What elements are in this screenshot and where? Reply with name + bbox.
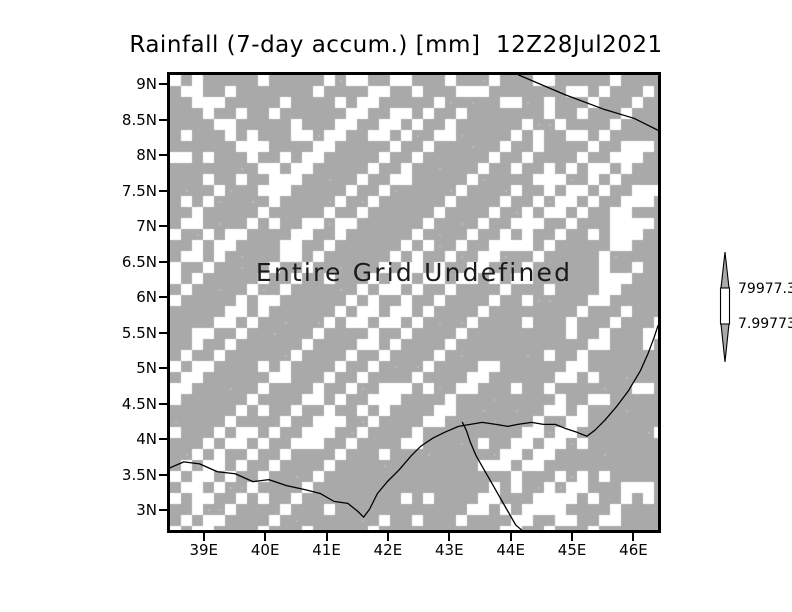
y-tick-label: 8N [136,146,157,165]
x-tick-mark [509,533,512,541]
x-tick-label: 43E [434,541,464,559]
y-tick-label: 7.5N [121,181,157,200]
y-tick-mark [159,154,167,157]
y-tick-mark [159,331,167,334]
x-tick-label: 44E [496,541,525,559]
y-tick-label: 9N [136,75,157,94]
y-tick-mark [159,296,167,299]
x-tick-mark [448,533,451,541]
x-tick-mark [571,533,574,541]
y-tick-label: 7N [136,217,157,236]
x-axis: 39E 40E 41E 42E 43E 44E 45E 46E [0,541,792,563]
x-tick-label: 41E [312,541,341,559]
y-tick-mark [159,260,167,263]
colorbar-middle-band [719,287,731,325]
x-tick-mark [386,533,389,541]
x-tick-mark [325,533,328,541]
y-tick-mark [159,438,167,441]
x-tick-label: 46E [619,541,648,559]
y-tick-mark [159,225,167,228]
map-plot-area[interactable] [167,72,661,533]
colorbar-graphic [719,251,731,363]
y-tick-label: 8.5N [121,110,157,129]
x-tick-label: 42E [373,541,403,559]
y-tick-mark [159,473,167,476]
y-tick-mark [159,189,167,192]
y-tick-mark [159,83,167,86]
y-tick-mark [159,402,167,405]
x-tick-mark [632,533,635,541]
y-tick-label: 4N [136,430,157,449]
y-tick-label: 5N [136,359,157,378]
y-tick-mark [159,118,167,121]
colorbar-low-label: 7.99773 [738,316,792,332]
y-tick-mark [159,509,167,512]
y-tick-label: 6.5N [121,252,157,271]
rainfall-colorbar[interactable] [708,250,748,370]
y-tick-label: 4.5N [121,394,157,413]
x-tick-mark [202,533,205,541]
page-title: Rainfall (7-day accum.) [mm] 12Z28Jul202… [129,32,663,58]
colorbar-top-arrow [720,251,730,289]
rainfall-heatmap-canvas [170,75,658,530]
y-tick-label: 5.5N [121,323,157,342]
y-tick-label: 3N [136,501,157,520]
y-tick-label: 3.5N [121,465,157,484]
colorbar-high-label: 79977.3 [738,281,792,297]
colorbar-bottom-arrow [720,323,730,363]
x-tick-mark [264,533,267,541]
y-tick-label: 6N [136,288,157,307]
x-tick-label: 39E [189,541,219,559]
y-axis: 9N 8.5N 8N 7.5N 7N 6.5N 6N 5.5N 5N 4.5N 4N 3.5N 3N [60,0,157,612]
y-tick-mark [159,367,167,370]
x-tick-label: 40E [250,541,280,559]
x-tick-label: 45E [557,541,587,559]
